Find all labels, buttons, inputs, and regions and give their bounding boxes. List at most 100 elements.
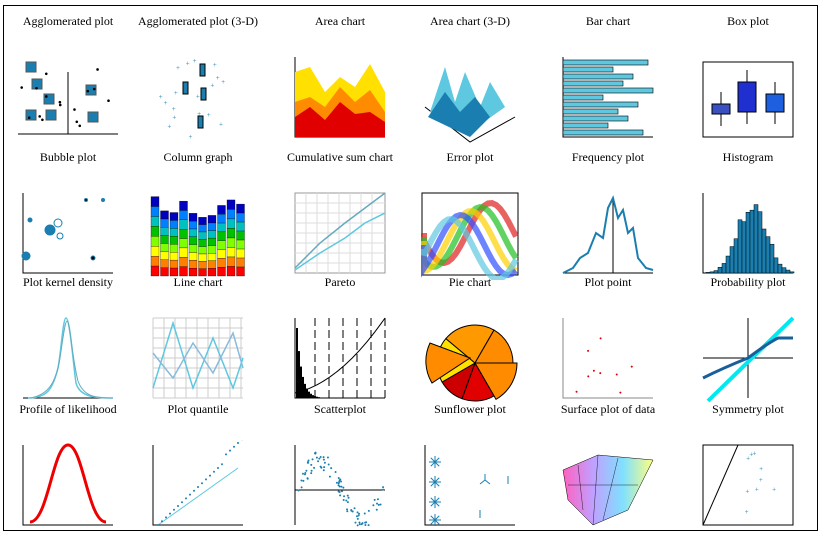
gallery-item-agglomerated-plot[interactable]: Agglomerated plot: [0, 14, 136, 144]
pie-chart-icon: [425, 324, 518, 402]
gallery-item-label: Pareto: [324, 275, 356, 289]
gallery-item-bubble-plot[interactable]: Bubble plot: [0, 150, 136, 280]
svg-text:+: +: [197, 110, 201, 118]
gallery-item-label: Area chart: [314, 14, 366, 28]
gallery-item-label: Pie chart: [448, 275, 492, 289]
gallery-item-line-chart[interactable]: Line chart: [130, 275, 266, 405]
area-chart-3d-icon: [424, 67, 516, 143]
gallery-item-error-plot[interactable]: Error plot: [402, 150, 538, 280]
gallery-item-agglomerated-plot-3d[interactable]: Agglomerated plot (3-D) + + + + + + + + + + + + + + + + +…: [130, 14, 266, 144]
agglomerated-plot-icon: [18, 61, 118, 135]
gallery-item-bar-chart[interactable]: Bar chart: [540, 14, 676, 144]
sunflower-plot-icon: [424, 445, 515, 526]
gallery-item-label: Error plot: [446, 150, 494, 164]
gallery-item-label: Plot quantile: [167, 402, 229, 416]
svg-text:+: +: [745, 487, 749, 495]
svg-text:+: +: [219, 121, 223, 129]
svg-text:+: +: [196, 92, 200, 100]
gallery-item-label: Box plot: [727, 14, 769, 28]
gallery-item-label: Plot point: [584, 275, 632, 289]
gallery-item-sunflower-plot[interactable]: Sunflower plot: [402, 402, 538, 532]
scatterplot-icon: [294, 445, 385, 527]
kernel-density-icon: [23, 317, 114, 399]
svg-text:+: +: [752, 450, 756, 458]
box-plot-icon: [702, 61, 794, 138]
gallery-item-label: Area chart (3-D): [430, 14, 510, 28]
frequency-plot-icon: [562, 195, 654, 274]
gallery-item-label: Histogram: [722, 150, 774, 164]
quantile-plot-icon: [152, 440, 243, 526]
gallery-item-label: Probability plot: [710, 275, 786, 289]
gallery-item-frequency-plot[interactable]: Frequency plot: [540, 150, 676, 280]
gallery-item-pie-chart[interactable]: Pie chart: [402, 275, 538, 405]
gallery-item-label: Column graph: [163, 150, 233, 164]
histogram-icon: [702, 193, 795, 274]
svg-text:+: +: [759, 465, 763, 473]
svg-text:+: +: [216, 74, 220, 82]
probability-plot-icon: [702, 316, 795, 403]
gallery-item-histogram[interactable]: Histogram: [680, 150, 816, 280]
gallery-item-probability-plot[interactable]: Probability plot: [680, 275, 816, 405]
error-plot-icon: [421, 192, 519, 280]
svg-text:+: +: [746, 454, 750, 462]
gallery-item-label: Symmetry plot: [712, 402, 784, 416]
line-chart-icon: [152, 317, 244, 399]
svg-text:+: +: [749, 450, 753, 458]
gallery-item-plot-point[interactable]: Plot point: [540, 275, 676, 405]
symmetry-plot-icon: +++++++ ++: [702, 444, 794, 526]
svg-text:+: +: [174, 89, 178, 97]
svg-text:+: +: [213, 61, 217, 69]
pareto-icon: [294, 317, 386, 399]
plot-point-icon: [562, 318, 653, 399]
gallery-item-label: Agglomerated plot (3-D): [138, 14, 258, 28]
gallery-item-column-graph[interactable]: Column graph: [130, 150, 266, 280]
column-graph-icon: [150, 196, 245, 277]
gallery-item-box-plot[interactable]: Box plot: [680, 14, 816, 144]
gallery-item-label: Surface plot of data: [560, 402, 656, 416]
svg-text:+: +: [164, 99, 168, 107]
svg-text:+: +: [167, 123, 171, 131]
svg-text:+: +: [176, 64, 180, 72]
gallery-item-scatterplot[interactable]: Scatterplot: [272, 402, 408, 532]
gallery-item-label: Bubble plot: [39, 150, 97, 164]
svg-text:+: +: [772, 486, 776, 494]
svg-text:+: +: [759, 476, 763, 484]
gallery-item-label: Profile of likelihood: [19, 402, 117, 416]
gallery-item-label: Bar chart: [585, 14, 631, 28]
agglomerated-plot-3d-icon: ++++++++++++++++++: [159, 57, 225, 141]
gallery-frame: [3, 5, 818, 531]
gallery-item-label: Agglomerated plot: [22, 14, 114, 28]
svg-text:+: +: [755, 485, 759, 493]
svg-text:+: +: [207, 111, 211, 119]
gallery-item-pareto[interactable]: Pareto: [272, 275, 408, 405]
gallery-item-symmetry-plot[interactable]: Symmetry plot + + + + + + + + +: [680, 402, 816, 532]
bubble-plot-icon: [21, 193, 113, 274]
gallery-item-label: Sunflower plot: [434, 402, 506, 416]
gallery-item-quantile-plot[interactable]: Plot quantile: [130, 402, 266, 532]
likelihood-profile-icon: [22, 443, 113, 526]
gallery-item-area-chart-3d[interactable]: Area chart (3-D): [402, 14, 538, 144]
svg-text:+: +: [159, 93, 163, 101]
gallery-item-kernel-density[interactable]: Plot kernel density: [0, 275, 136, 405]
cumulative-sum-chart-icon: [294, 192, 386, 274]
gallery-item-label: Frequency plot: [571, 150, 645, 164]
svg-text:+: +: [210, 82, 214, 90]
svg-text:+: +: [189, 133, 193, 141]
bar-chart-icon: [562, 57, 654, 138]
gallery-item-area-chart[interactable]: Area chart: [272, 14, 408, 144]
gallery-item-label: Plot kernel density: [23, 275, 113, 289]
svg-text:+: +: [172, 105, 176, 113]
gallery-item-cumulative-sum-chart[interactable]: Cumulative sum chart: [272, 150, 408, 280]
gallery-item-label: Scatterplot: [314, 402, 366, 416]
gallery-item-surface-plot[interactable]: Surface plot of data: [540, 402, 676, 532]
svg-text:+: +: [193, 57, 197, 65]
svg-text:+: +: [221, 78, 225, 86]
svg-text:+: +: [745, 508, 749, 516]
area-chart-icon: [294, 57, 385, 138]
gallery-item-label: Cumulative sum chart: [287, 150, 393, 164]
surface-plot-icon: [562, 454, 654, 526]
svg-text:+: +: [186, 59, 190, 67]
gallery-item-likelihood-profile[interactable]: Profile of likelihood: [0, 402, 136, 532]
gallery-item-label: Line chart: [173, 275, 223, 289]
svg-text:+: +: [172, 114, 176, 122]
